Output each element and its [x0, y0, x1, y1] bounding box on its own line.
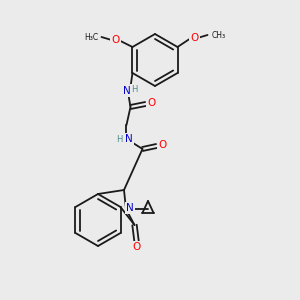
Text: O: O [132, 242, 141, 252]
Text: N: N [124, 134, 132, 144]
Text: CH₃: CH₃ [212, 31, 226, 40]
Text: H₃C: H₃C [84, 32, 98, 41]
Text: N: N [126, 203, 134, 213]
Text: H: H [116, 134, 123, 143]
Text: O: O [111, 35, 120, 45]
Text: O: O [158, 140, 166, 150]
Text: O: O [147, 98, 156, 108]
Text: H: H [131, 85, 138, 94]
Text: N: N [123, 86, 130, 96]
Text: O: O [190, 33, 199, 43]
